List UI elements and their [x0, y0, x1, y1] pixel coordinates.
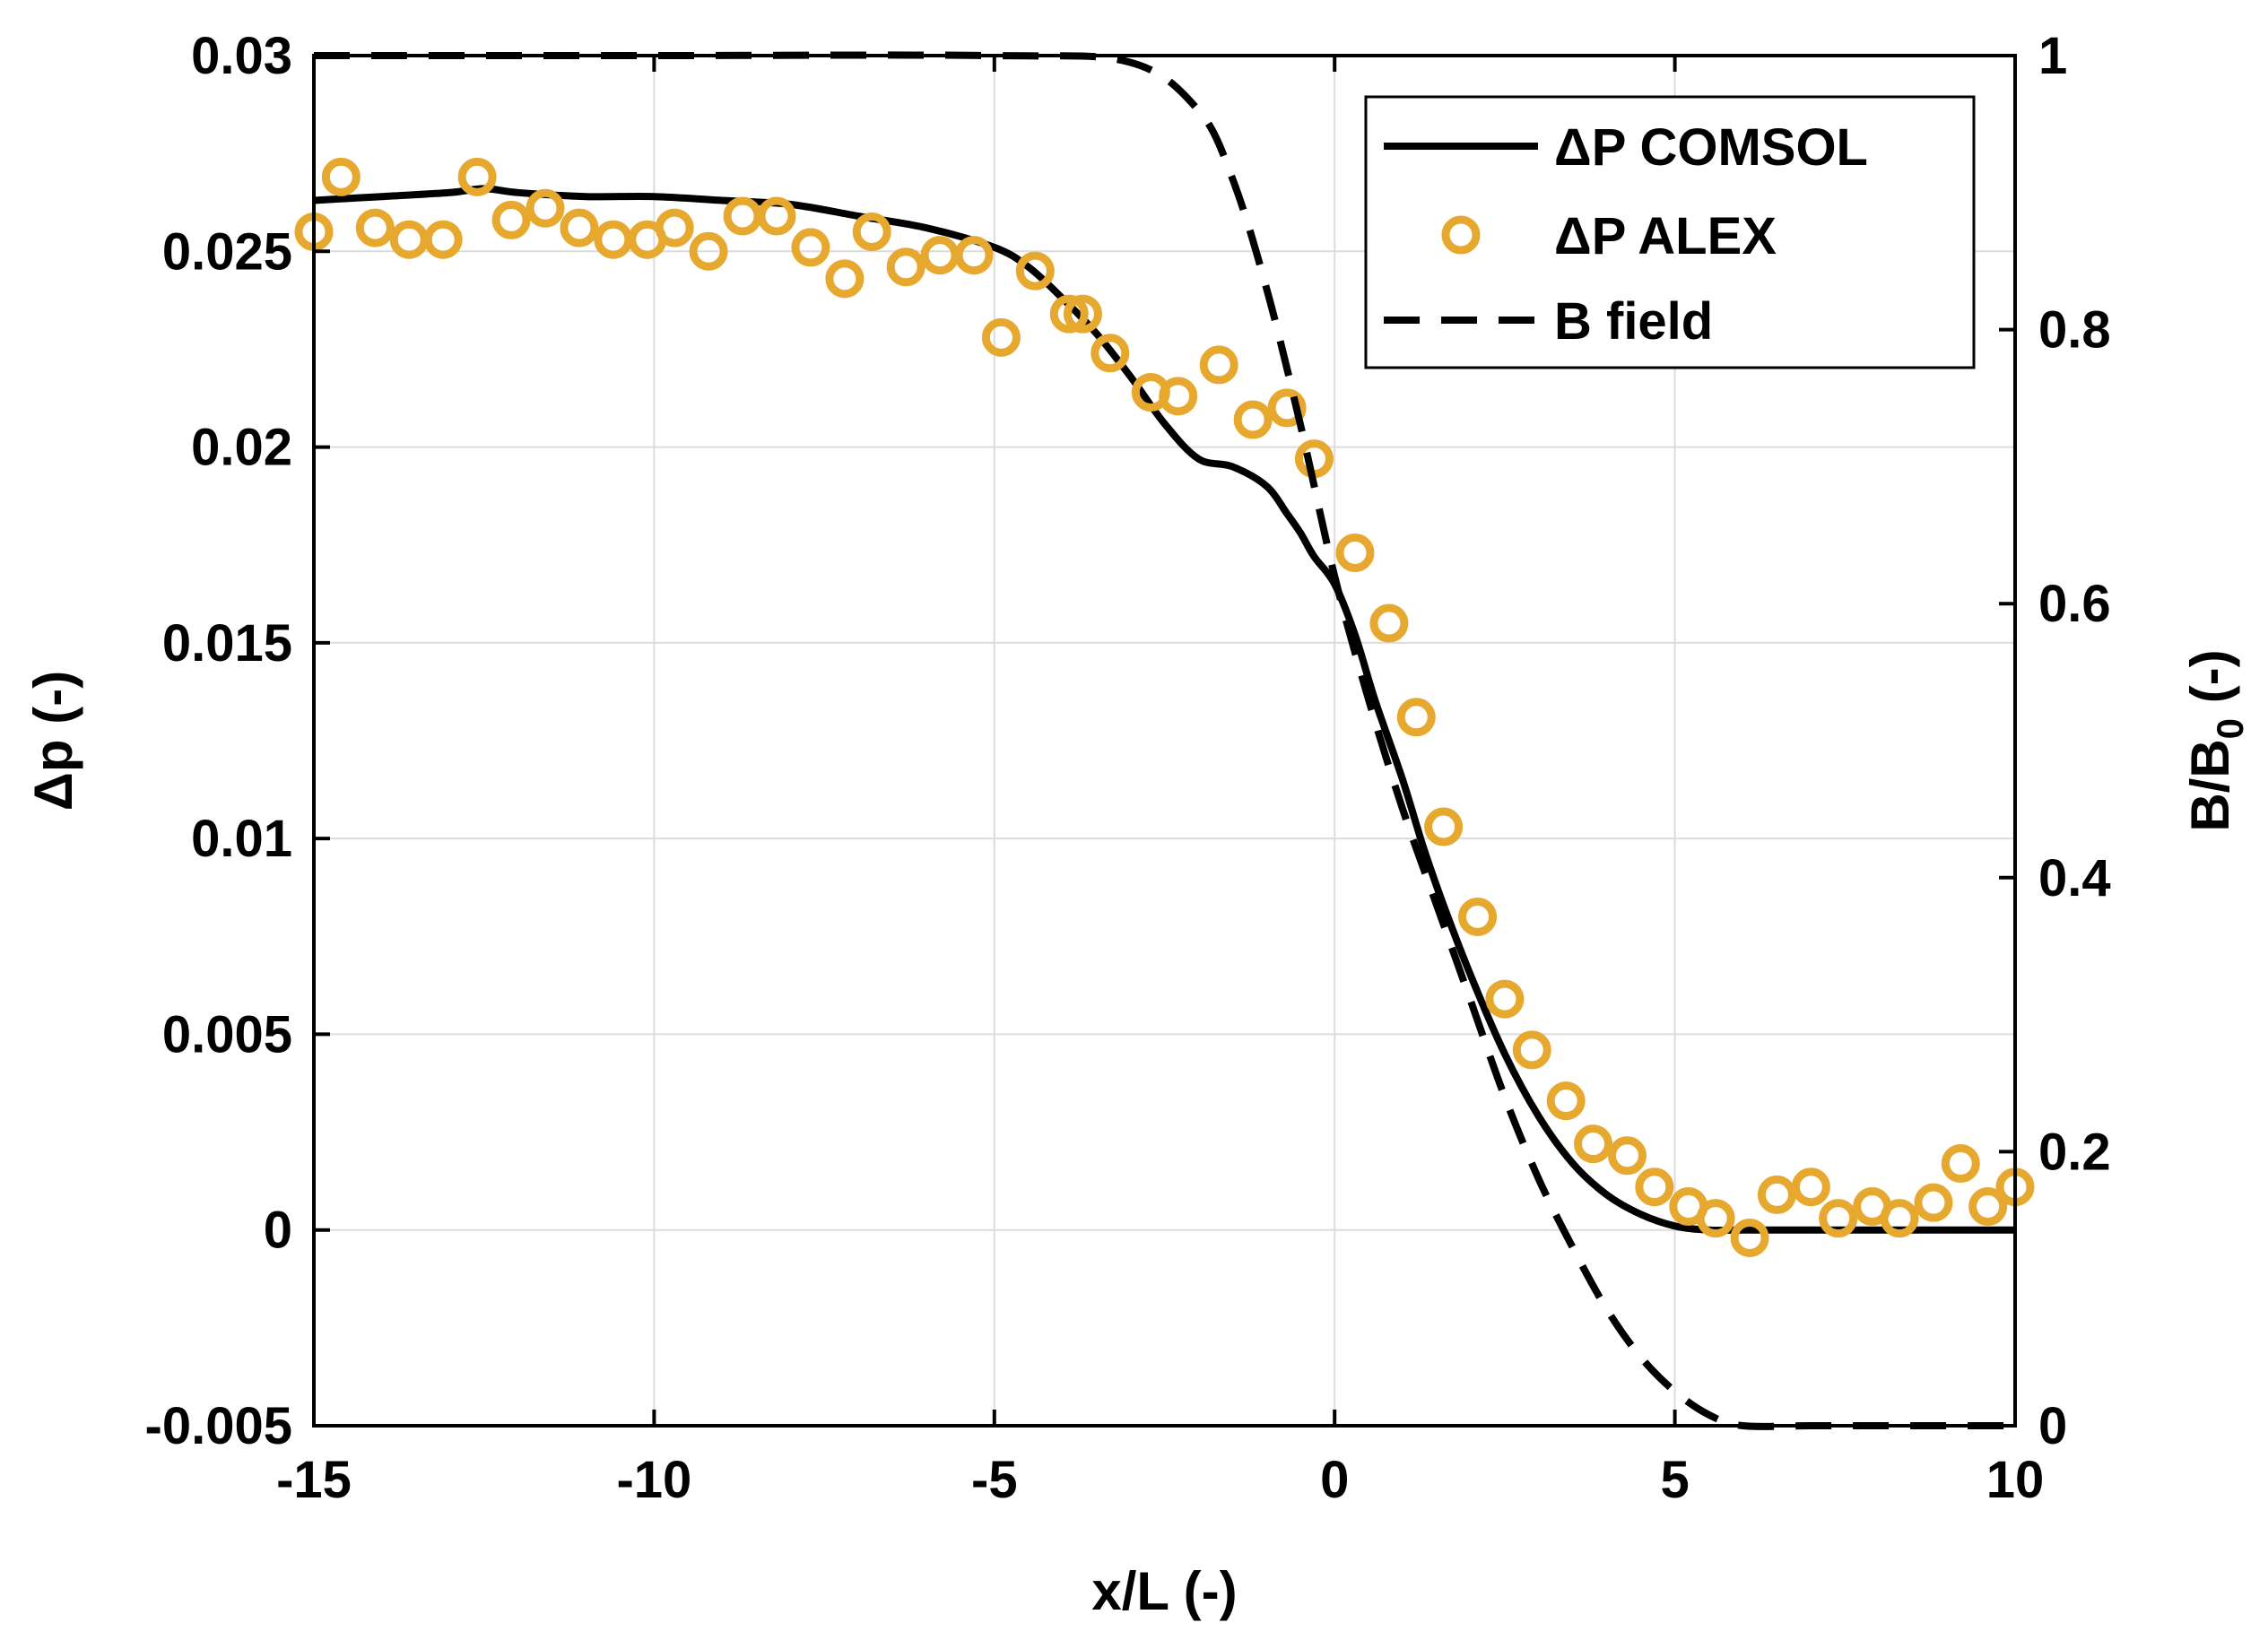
y-left-axis-label: Δp (-) — [23, 671, 83, 811]
y-left-tick-label: -0.005 — [145, 1397, 292, 1455]
series-layer — [294, 51, 2035, 1430]
legend-label-bfield: B field — [1554, 292, 1713, 351]
data-point-alex — [1091, 334, 1130, 373]
y-right-tick-label: 0.6 — [2038, 575, 2111, 633]
x-tick-label: -5 — [971, 1451, 1018, 1509]
data-point-alex — [1941, 1143, 1980, 1183]
data-point-alex — [1968, 1187, 2008, 1227]
y-right-tick-label: 0 — [2038, 1397, 2067, 1455]
data-point-alex — [1574, 1124, 1613, 1164]
data-point-alex — [689, 231, 728, 271]
data-point-alex — [1335, 533, 1375, 572]
plot-frame — [312, 54, 2017, 1428]
data-point-alex — [355, 208, 395, 247]
x-tick-label: 0 — [1320, 1451, 1349, 1509]
data-point-alex — [1485, 979, 1525, 1019]
data-point-alex — [1512, 1030, 1551, 1070]
series-comsol-line — [313, 185, 2015, 1235]
legend-swatch-alex — [1441, 215, 1481, 255]
y-left-tick-label: 0.025 — [162, 222, 292, 281]
x-tick-label: -15 — [276, 1451, 352, 1509]
y-right-tick-label: 0.4 — [2038, 849, 2111, 907]
data-point-alex — [321, 157, 361, 196]
data-point-alex — [886, 247, 925, 287]
y-left-tick-label: 0.01 — [191, 810, 292, 868]
data-point-alex — [457, 157, 497, 196]
data-point-alex — [491, 200, 531, 239]
data-point-alex — [560, 208, 599, 247]
x-tick-label: -10 — [616, 1451, 691, 1509]
data-point-alex — [1015, 251, 1055, 291]
data-point-alex — [852, 212, 891, 251]
data-point-alex — [981, 317, 1021, 357]
data-point-alex — [1199, 345, 1238, 385]
y-right-tick-label: 0.2 — [2038, 1123, 2111, 1181]
data-point-alex — [791, 228, 830, 267]
data-point-alex — [1424, 807, 1464, 846]
y-left-tick-label: 0.005 — [162, 1005, 292, 1063]
data-point-alex — [1757, 1175, 1796, 1214]
y-left-tick-label: 0.03 — [191, 27, 292, 85]
y-right-axis-label: B/B0 (-) — [2180, 649, 2251, 831]
y-left-tick-label: 0.02 — [191, 419, 292, 477]
y-left-tick-label: 0 — [264, 1202, 292, 1260]
data-point-alex — [1914, 1183, 1953, 1222]
ticks-layer: -15 -10 -5 0 5 10-0.00500.0050.010.0150.020.0… — [145, 27, 2111, 1509]
y-right-tick-label: 1 — [2038, 27, 2067, 85]
data-point-alex — [1267, 388, 1307, 428]
y-right-label-subscript: 0 — [2209, 718, 2251, 739]
y-right-label-main: B/B — [2180, 739, 2240, 831]
data-point-alex — [526, 188, 565, 228]
data-point-alex — [1369, 603, 1409, 643]
y-left-tick-label: 0.015 — [162, 614, 292, 673]
x-axis-label: x/L (-) — [1091, 1561, 1237, 1621]
data-point-alex — [757, 196, 796, 236]
data-point-alex — [825, 259, 865, 299]
data-point-alex — [1396, 698, 1436, 737]
y-right-label-suffix: (-) — [2180, 649, 2240, 718]
data-point-alex — [1819, 1199, 1858, 1238]
legend-label-alex: ΔP ALEX — [1554, 207, 1777, 265]
y-right-tick-label: 0.8 — [2038, 301, 2111, 360]
data-point-alex — [1546, 1081, 1586, 1121]
data-point-alex — [1049, 294, 1089, 334]
data-point-alex — [1635, 1167, 1674, 1207]
data-point-alex — [1458, 897, 1498, 936]
x-tick-label: 10 — [1986, 1451, 2045, 1509]
series-alex-markers — [294, 157, 2035, 1257]
data-point-alex — [1730, 1218, 1769, 1257]
data-point-alex — [954, 236, 994, 275]
data-point-alex — [1159, 377, 1198, 416]
x-tick-label: 5 — [1660, 1451, 1689, 1509]
data-point-alex — [1233, 400, 1273, 439]
data-point-alex — [1880, 1199, 1919, 1238]
legend-label-comsol: ΔP COMSOL — [1554, 118, 1868, 177]
data-point-alex — [655, 208, 694, 247]
data-point-alex — [1696, 1199, 1735, 1238]
data-point-alex — [1791, 1167, 1830, 1207]
legend: ΔP COMSOL ΔP ALEX B field — [1364, 95, 1976, 369]
data-point-alex — [1063, 294, 1102, 334]
data-point-alex — [1607, 1136, 1647, 1176]
data-point-alex — [423, 220, 463, 259]
